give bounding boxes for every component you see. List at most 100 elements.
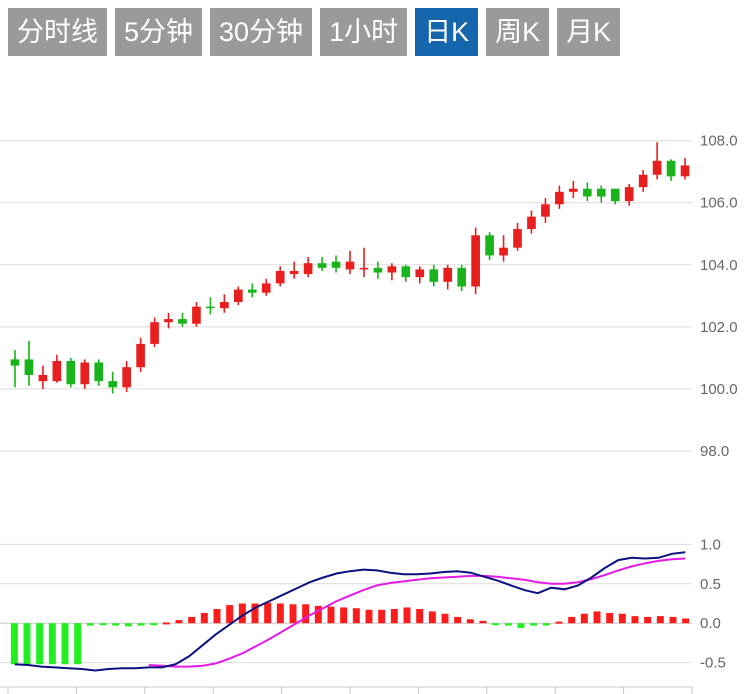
- timeframe-tab-bar: 分时线 5分钟 30分钟 1小时 日K 周K 月K: [0, 0, 755, 62]
- tab-timeline[interactable]: 分时线: [8, 8, 107, 56]
- macd-dea-line: [148, 557, 686, 668]
- tab-30min[interactable]: 30分钟: [210, 8, 313, 56]
- macd-bar: [289, 604, 297, 624]
- macd-bar: [618, 613, 626, 624]
- macd-bar: [36, 623, 44, 665]
- stock-chart: 108.0 106.0 104.0 102.0 100.0 98.0 1.0 0.5 0.0 -…: [0, 62, 755, 694]
- price-tick-label: 102.0: [700, 319, 738, 336]
- candle-body: [220, 302, 229, 309]
- candle-body: [233, 289, 243, 302]
- tab-5min[interactable]: 5分钟: [115, 8, 203, 56]
- macd-bar: [264, 602, 272, 624]
- candle-body: [10, 359, 20, 366]
- candle-body: [527, 216, 536, 230]
- candle-body: [150, 322, 159, 344]
- candle-body: [178, 319, 187, 324]
- macd-bar: [542, 623, 550, 626]
- macd-bar: [314, 605, 322, 624]
- macd-bar: [492, 623, 500, 626]
- candle-body: [471, 235, 480, 287]
- candle-body: [303, 263, 313, 275]
- candle-body: [275, 270, 285, 284]
- tab-monthly-k[interactable]: 月K: [557, 8, 621, 56]
- candle-body: [24, 359, 34, 375]
- macd-bar: [99, 623, 107, 626]
- macd-bar: [580, 613, 588, 624]
- candle-body: [485, 235, 494, 256]
- macd-bar: [403, 607, 411, 624]
- candle-body: [429, 269, 439, 282]
- macd-bar: [213, 609, 221, 624]
- macd-bar: [593, 611, 601, 624]
- macd-bar: [340, 607, 348, 624]
- candle-body: [569, 188, 578, 192]
- candle-body: [443, 267, 453, 282]
- candle-body: [261, 283, 271, 293]
- candle-body: [164, 319, 173, 323]
- macd-bar: [23, 623, 31, 665]
- macd-grid-lines: [0, 543, 692, 664]
- macd-bar: [504, 623, 512, 626]
- candle-body: [387, 266, 397, 273]
- candle-body: [652, 160, 662, 175]
- candle-body: [136, 343, 145, 368]
- price-tick-label: 106.0: [700, 195, 738, 212]
- macd-bar: [669, 616, 677, 624]
- candle-body: [108, 381, 118, 388]
- macd-bar: [365, 609, 373, 624]
- macd-bar: [555, 621, 563, 624]
- macd-bar: [74, 623, 82, 665]
- candle-body: [541, 204, 550, 217]
- candle-body: [596, 188, 606, 197]
- candle-body: [638, 174, 648, 188]
- candle-body: [206, 306, 215, 309]
- candlestick-series: [10, 142, 690, 394]
- macd-bar: [276, 603, 284, 624]
- macd-bar: [61, 623, 69, 665]
- macd-dif-line: [14, 551, 686, 672]
- macd-bar: [226, 605, 234, 624]
- macd-tick-label: -0.5: [700, 655, 726, 672]
- macd-bar: [517, 623, 525, 628]
- macd-bar: [631, 616, 639, 624]
- macd-bar: [48, 623, 56, 665]
- macd-bar: [606, 612, 614, 624]
- price-tick-label: 104.0: [700, 257, 738, 274]
- candle-body: [610, 188, 620, 202]
- macd-bar: [124, 623, 132, 627]
- macd-bar: [479, 620, 487, 624]
- candle-body: [373, 267, 383, 273]
- macd-bar: [656, 616, 664, 624]
- candle-body: [331, 261, 341, 268]
- candle-body: [513, 229, 522, 248]
- candle-body: [80, 362, 90, 385]
- candle-body: [247, 289, 257, 293]
- macd-bar: [188, 616, 196, 624]
- candle-body: [289, 270, 299, 275]
- macd-histogram: [10, 602, 690, 665]
- macd-bar: [644, 616, 652, 624]
- candle-body: [555, 191, 564, 205]
- macd-bar: [378, 609, 386, 624]
- macd-tick-label: 0.5: [700, 576, 721, 593]
- candle-body: [457, 267, 467, 287]
- macd-bar: [200, 612, 208, 624]
- candle-body: [624, 187, 634, 202]
- macd-bar: [86, 623, 94, 626]
- price-tick-label: 98.0: [700, 443, 729, 460]
- macd-bar: [150, 623, 158, 626]
- tab-1hour[interactable]: 1小时: [320, 8, 408, 56]
- price-tick-label: 108.0: [700, 133, 738, 150]
- macd-tick-label: 1.0: [700, 536, 721, 553]
- tab-weekly-k[interactable]: 周K: [486, 8, 550, 56]
- macd-bar: [454, 616, 462, 624]
- candle-body: [66, 360, 76, 385]
- candle-body: [38, 374, 48, 382]
- macd-bar: [238, 603, 246, 624]
- macd-bar: [327, 606, 335, 624]
- price-axis-labels: 108.0 106.0 104.0 102.0 100.0 98.0: [700, 133, 738, 460]
- tab-daily-k[interactable]: 日K: [415, 8, 479, 56]
- macd-bar: [112, 623, 120, 626]
- macd-bar: [10, 623, 18, 665]
- macd-bar: [251, 603, 259, 624]
